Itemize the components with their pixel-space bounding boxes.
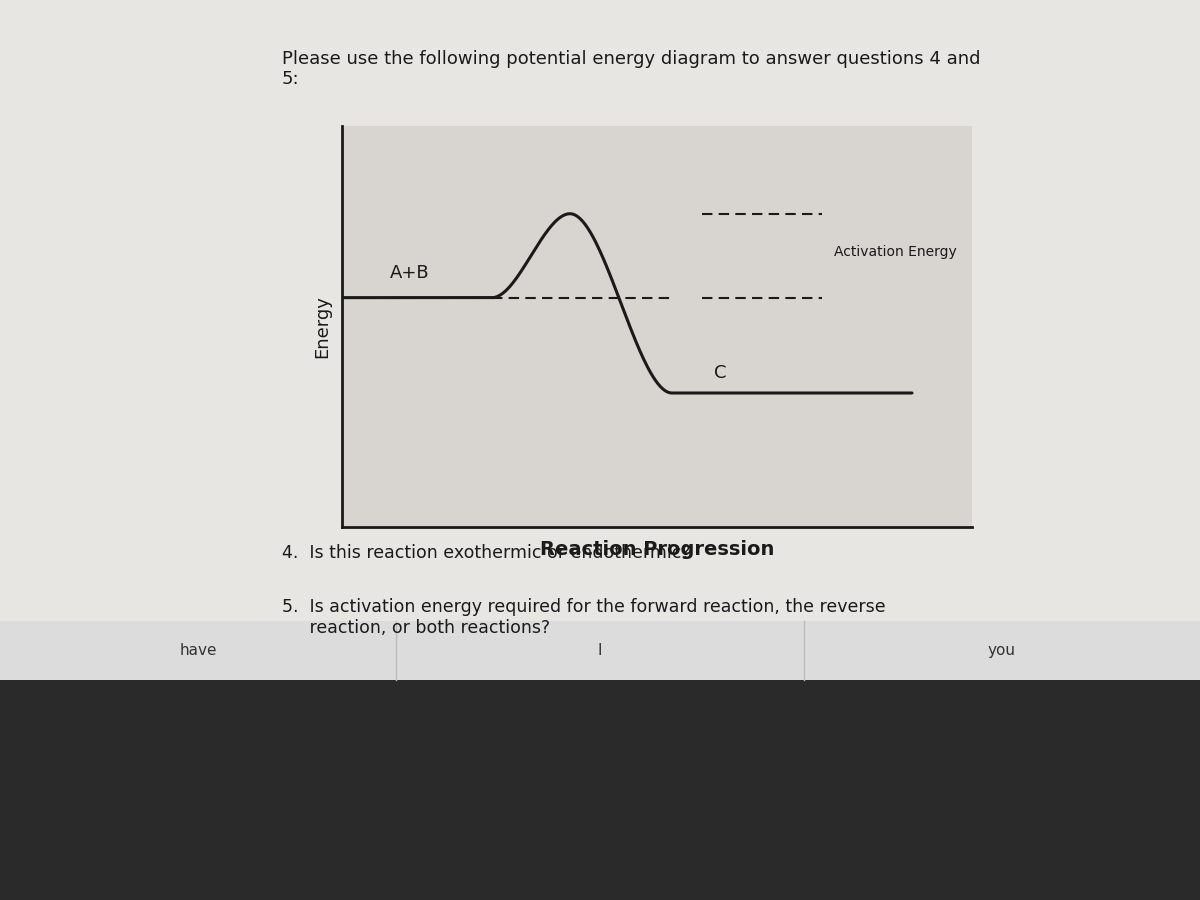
Text: have: have [179, 644, 217, 658]
Text: I: I [598, 644, 602, 658]
Text: 4.  Is this reaction exothermic or endothermic?: 4. Is this reaction exothermic or endoth… [282, 544, 690, 562]
Text: Please use the following potential energy diagram to answer questions 4 and
5:: Please use the following potential energ… [282, 50, 980, 88]
X-axis label: Reaction Progression: Reaction Progression [540, 540, 774, 560]
Text: A+B: A+B [390, 265, 430, 283]
Text: C: C [714, 364, 726, 382]
Text: you: you [988, 644, 1016, 658]
Y-axis label: Energy: Energy [313, 295, 331, 357]
Text: 5.  Is activation energy required for the forward reaction, the reverse
     rea: 5. Is activation energy required for the… [282, 598, 886, 637]
Text: Activation Energy: Activation Energy [834, 245, 956, 259]
